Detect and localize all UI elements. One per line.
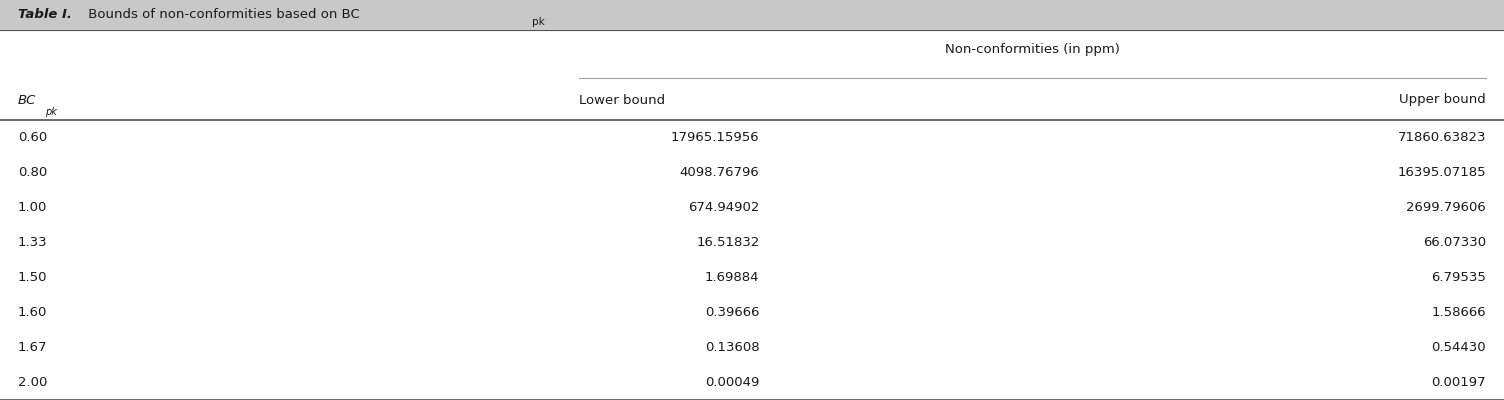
Bar: [0, 80, 1504, 120]
Text: 0.00197: 0.00197: [1432, 376, 1486, 389]
Text: 2.00: 2.00: [18, 376, 48, 389]
Text: 6.79535: 6.79535: [1432, 271, 1486, 284]
Bar: [0, 260, 1504, 295]
Bar: [0, 190, 1504, 225]
Bar: [0, 120, 1504, 155]
Text: 1.58666: 1.58666: [1432, 306, 1486, 319]
Bar: [0, 295, 1504, 330]
Text: 0.00049: 0.00049: [705, 376, 760, 389]
Bar: [0, 0, 1504, 30]
Text: 71860.63823: 71860.63823: [1397, 131, 1486, 144]
Text: pk: pk: [532, 17, 544, 27]
Text: 66.07330: 66.07330: [1423, 236, 1486, 249]
Text: 17965.15956: 17965.15956: [671, 131, 760, 144]
Text: 1.67: 1.67: [18, 341, 48, 354]
Text: Non-conformities (in ppm): Non-conformities (in ppm): [945, 42, 1120, 56]
Text: 1.60: 1.60: [18, 306, 48, 319]
Text: 4098.76796: 4098.76796: [680, 166, 760, 179]
Text: 0.39666: 0.39666: [705, 306, 760, 319]
Text: Table I.: Table I.: [18, 8, 72, 22]
Text: 1.69884: 1.69884: [705, 271, 760, 284]
Text: Lower bound: Lower bound: [579, 94, 665, 106]
Text: 1.00: 1.00: [18, 201, 48, 214]
Text: 0.54430: 0.54430: [1432, 341, 1486, 354]
Text: 0.80: 0.80: [18, 166, 47, 179]
Text: 2699.79606: 2699.79606: [1406, 201, 1486, 214]
Text: pk: pk: [45, 107, 57, 117]
Text: 0.60: 0.60: [18, 131, 47, 144]
Bar: [0, 225, 1504, 260]
Text: 16.51832: 16.51832: [696, 236, 760, 249]
Text: 16395.07185: 16395.07185: [1397, 166, 1486, 179]
Text: 1.50: 1.50: [18, 271, 48, 284]
Bar: [0, 330, 1504, 365]
Bar: [0, 365, 1504, 400]
Bar: [0, 30, 1504, 80]
Bar: [0, 155, 1504, 190]
Text: 0.13608: 0.13608: [705, 341, 760, 354]
Text: Bounds of non-conformities based on BC: Bounds of non-conformities based on BC: [84, 8, 359, 22]
Text: Upper bound: Upper bound: [1399, 94, 1486, 106]
Text: BC: BC: [18, 94, 36, 106]
Text: 1.33: 1.33: [18, 236, 48, 249]
Text: 674.94902: 674.94902: [689, 201, 760, 214]
